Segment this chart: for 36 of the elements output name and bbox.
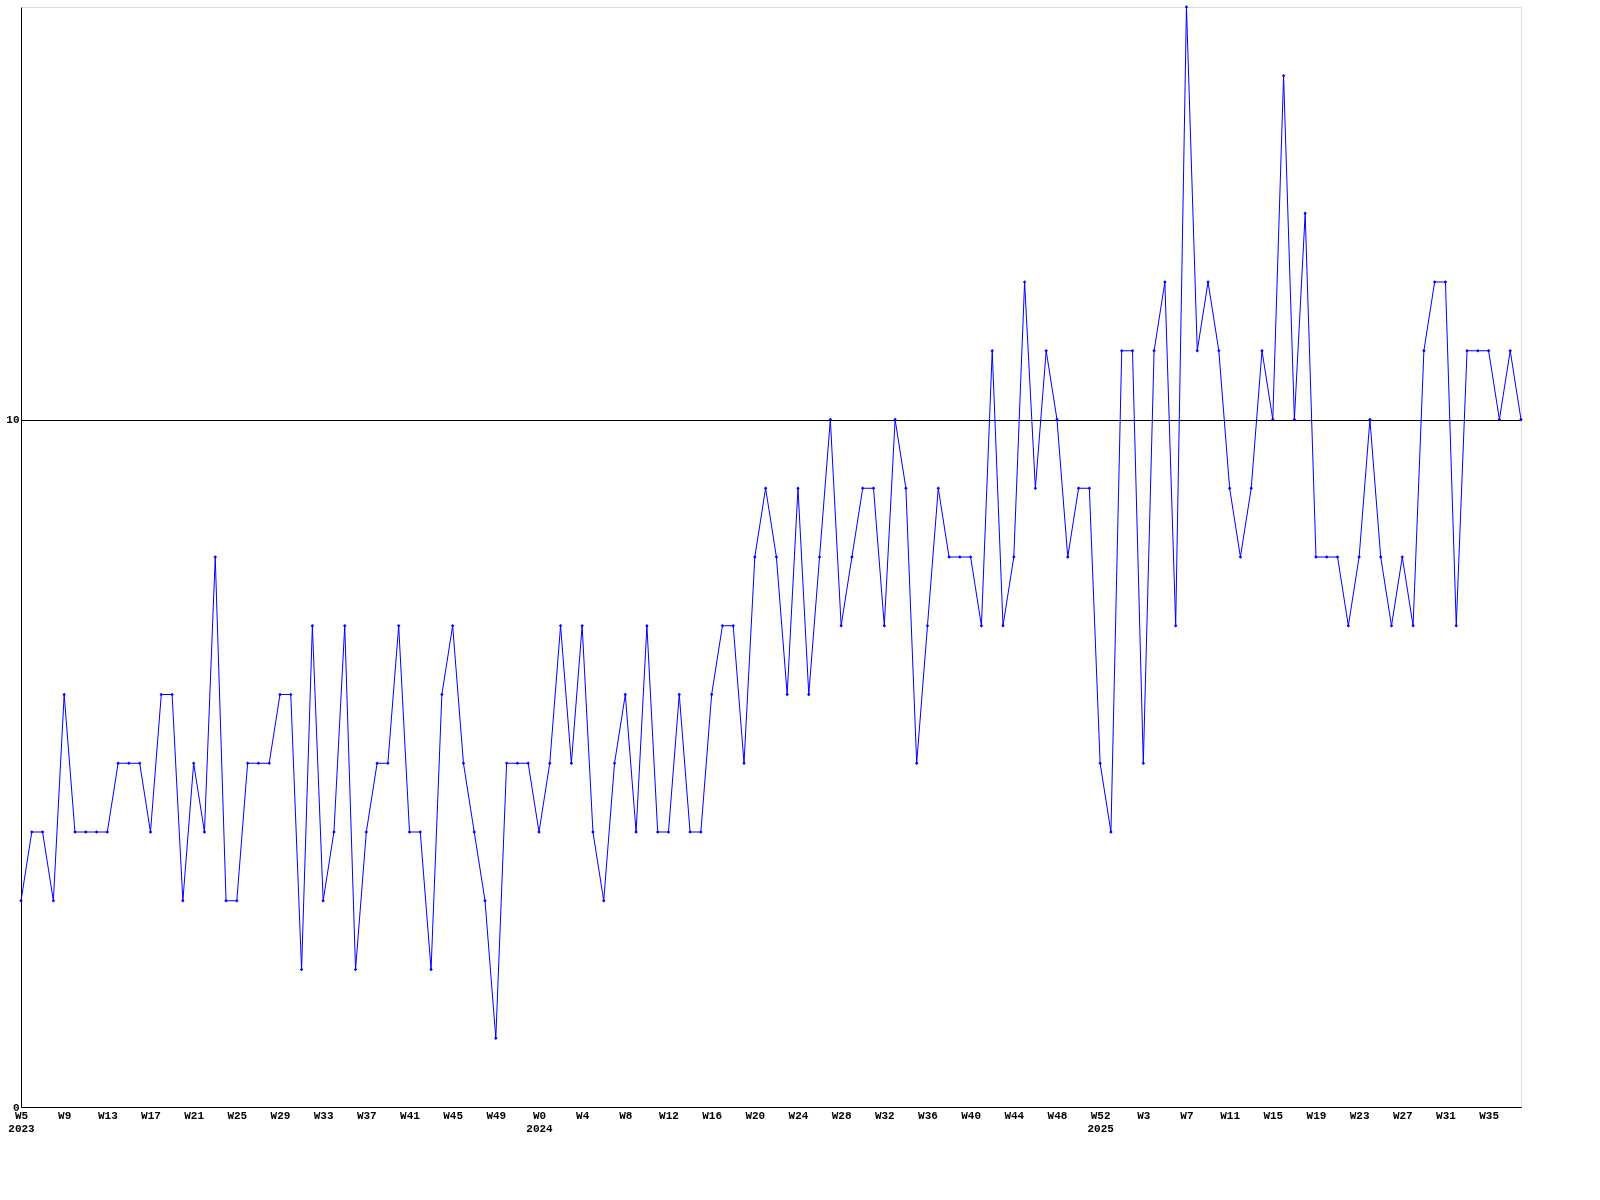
x-tick-label: W45 [443,1109,464,1122]
x-tick-label: W5 2023 [8,1109,36,1135]
x-tick-label: W0 2024 [526,1109,554,1135]
x-tick-label: W16 [702,1109,723,1122]
x-tick-label: W29 [270,1109,291,1122]
x-tick-label: W52 2025 [1087,1109,1115,1135]
x-tick-label: W25 [227,1109,248,1122]
x-tick-label: W17 [141,1109,161,1122]
x-tick-label: W3 [1137,1109,1151,1122]
x-tick-label: W32 [874,1109,895,1122]
x-tick-label: W20 [745,1109,766,1122]
x-tick-label: W24 [788,1109,809,1122]
x-tick-label: W49 [486,1109,507,1122]
x-tick-label: W11 [1220,1109,1241,1122]
x-tick-label: W48 [1047,1109,1068,1122]
x-tick-label: W8 [619,1109,633,1122]
x-tick-label: W28 [831,1109,852,1122]
x-tick-label: W7 [1180,1109,1194,1122]
x-tick-label: W33 [313,1109,334,1122]
x-tick-label: W12 [659,1109,679,1122]
x-tick-label: W13 [97,1109,119,1122]
y-tick-label: 10 [6,414,20,426]
x-tick-label: W19 [1306,1109,1327,1122]
x-tick-label: W23 [1349,1109,1370,1122]
x-tick-label: W27 [1392,1109,1413,1122]
x-tick-label: W9 [58,1109,72,1122]
x-tick-label: W41 [400,1109,421,1122]
x-tick-label: W40 [961,1109,982,1122]
x-tick-label: W4 [576,1109,590,1122]
x-tick-label: W44 [1004,1109,1025,1122]
x-tick-label: W31 [1436,1109,1457,1122]
x-tick-label: W36 [918,1109,938,1122]
x-tick-label: W35 [1479,1109,1500,1122]
x-tick-label: W21 [184,1109,205,1122]
x-tick-label: W15 [1263,1109,1284,1122]
x-tick-label: W37 [356,1109,377,1122]
